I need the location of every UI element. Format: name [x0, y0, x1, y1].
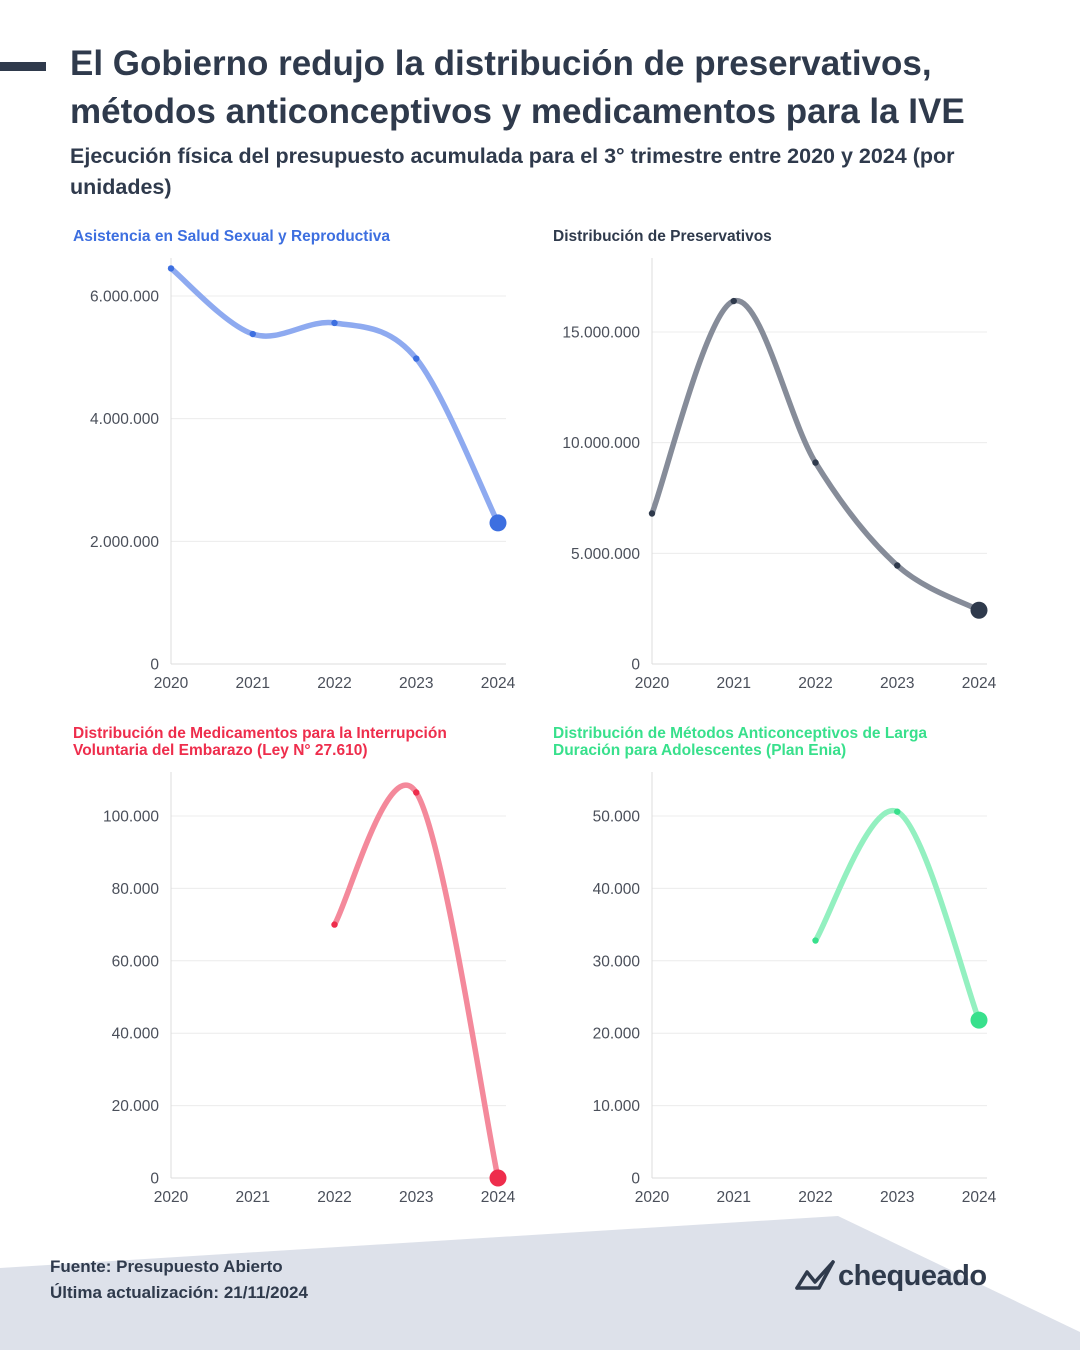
x-tick-label: 2024	[481, 675, 516, 692]
data-point	[331, 319, 338, 327]
data-point	[331, 921, 338, 928]
x-tick-label: 2022	[317, 1189, 351, 1206]
x-tick-label: 2021	[717, 1189, 751, 1206]
x-tick-label: 2024	[481, 1189, 516, 1206]
x-tick-label: 2022	[798, 675, 832, 692]
update-note: Última actualización: 21/11/2024	[50, 1283, 308, 1302]
data-point-latest	[489, 1169, 507, 1187]
data-point-latest	[489, 514, 507, 532]
series-line	[168, 265, 501, 526]
x-tick-label: 2023	[399, 675, 433, 692]
brand-wordmark: chequeado	[838, 1260, 987, 1292]
y-tick-label: 40.000	[593, 881, 641, 898]
x-tick-label: 2020	[154, 675, 189, 692]
data-point	[413, 355, 420, 362]
x-tick-label: 2020	[635, 675, 670, 692]
chart-title: Asistencia en Salud Sexual y Reproductiv…	[73, 228, 390, 245]
chart-title: Distribución de Métodos Anticonceptivos …	[553, 725, 927, 759]
chart-title: Distribución de Preservativos	[553, 228, 772, 245]
chart-panel-2: Distribución de Preservativos 0 5.000.000 1…	[553, 228, 997, 692]
x-tick-label: 2023	[399, 1189, 433, 1206]
y-tick-label: 40.000	[112, 1026, 160, 1043]
x-tick-label: 2021	[236, 675, 270, 692]
data-point	[894, 808, 901, 815]
x-tick-label: 2024	[962, 1189, 997, 1206]
data-point	[167, 265, 175, 272]
y-tick-label: 2.000.000	[90, 534, 159, 551]
chart-title: Distribución de Medicamentos para la Int…	[73, 725, 447, 759]
data-point	[648, 510, 656, 517]
x-tick-label: 2020	[154, 1189, 189, 1206]
source-note: Fuente: Presupuesto Abierto	[50, 1257, 283, 1276]
y-tick-label: 60.000	[112, 953, 160, 970]
y-tick-label: 5.000.000	[571, 546, 640, 563]
y-tick-label: 100.000	[103, 809, 159, 826]
x-tick-label: 2021	[717, 675, 751, 692]
y-tick-label: 6.000.000	[90, 289, 159, 306]
y-tick-label: 10.000	[593, 1098, 641, 1115]
y-tick-label: 30.000	[593, 953, 641, 970]
footer-notes: Fuente: Presupuesto Abierto Última actua…	[50, 1254, 308, 1306]
y-tick-label: 4.000.000	[90, 411, 159, 428]
chart-panel-3: Distribución de Medicamentos para la Int…	[73, 725, 516, 1206]
x-tick-label: 2023	[880, 675, 914, 692]
page-subtitle: Ejecución física del presupuesto acumula…	[70, 144, 955, 199]
x-tick-label: 2022	[317, 675, 351, 692]
y-tick-label: 10.000.000	[562, 435, 640, 452]
data-point-latest	[970, 601, 988, 619]
y-tick-label: 0	[631, 657, 640, 674]
y-tick-label: 20.000	[593, 1026, 641, 1043]
y-tick-label: 0	[150, 657, 159, 674]
y-tick-label: 50.000	[593, 809, 641, 826]
data-point	[413, 789, 420, 796]
y-tick-label: 0	[150, 1171, 159, 1188]
data-point	[730, 297, 737, 305]
y-tick-label: 15.000.000	[562, 325, 640, 342]
chart-panel-1: Asistencia en Salud Sexual y Reproductiv…	[73, 228, 516, 692]
series-line	[649, 298, 982, 613]
data-point	[894, 562, 901, 569]
y-tick-label: 20.000	[112, 1098, 160, 1115]
y-tick-label: 80.000	[112, 881, 160, 898]
data-point	[249, 330, 256, 338]
x-tick-label: 2020	[635, 1189, 670, 1206]
x-tick-label: 2022	[798, 1189, 832, 1206]
x-tick-label: 2023	[880, 1189, 914, 1206]
data-point	[812, 937, 819, 944]
data-point-latest	[970, 1011, 988, 1029]
series-line	[812, 808, 982, 1023]
x-tick-label: 2024	[962, 675, 997, 692]
page-title: El Gobierno redujo la distribución de pr…	[70, 44, 965, 131]
chart-panel-4: Distribución de Métodos Anticonceptivos …	[553, 725, 997, 1206]
chequeado-logo-icon	[795, 1260, 835, 1290]
title-accent-bar	[0, 62, 46, 71]
series-line	[331, 782, 501, 1181]
x-tick-label: 2021	[236, 1189, 270, 1206]
y-tick-label: 0	[631, 1171, 640, 1188]
data-point	[812, 459, 819, 466]
